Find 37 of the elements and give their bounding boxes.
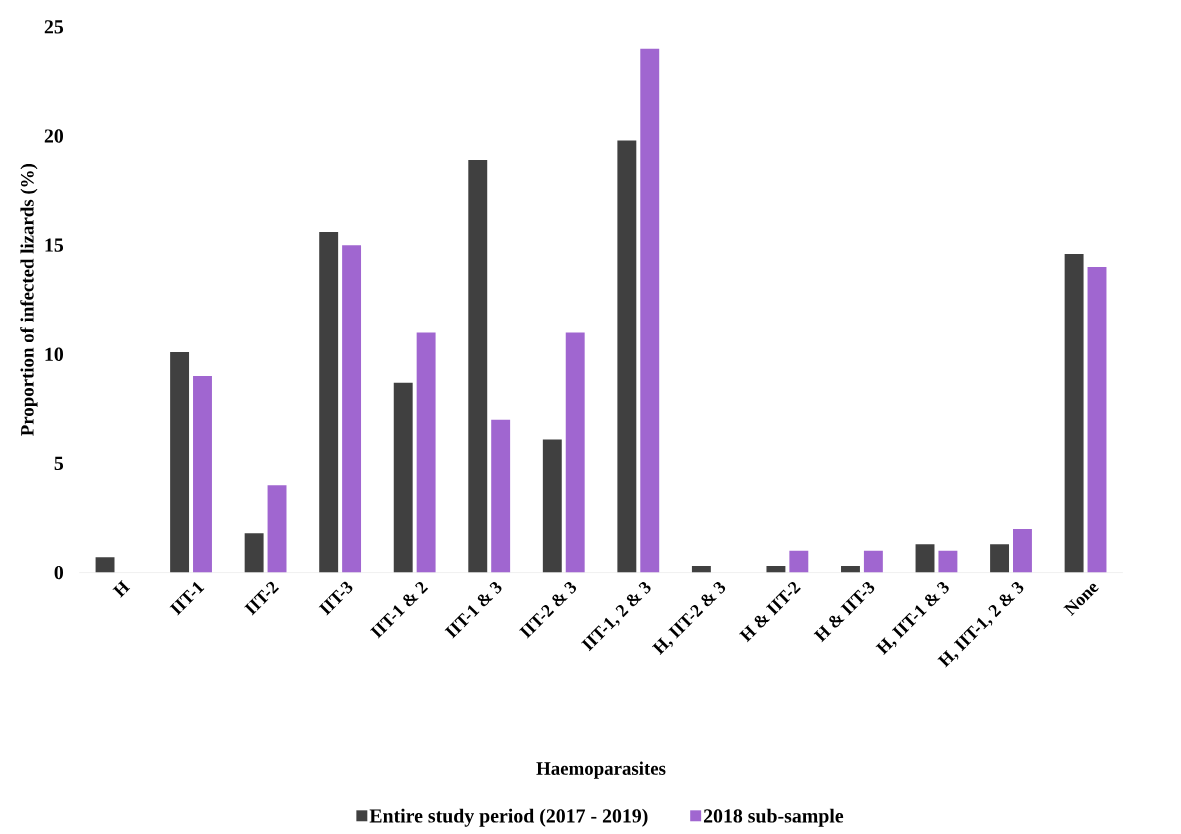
bar	[766, 565, 786, 573]
bar	[1064, 253, 1084, 573]
bar	[491, 419, 511, 573]
bar	[1013, 528, 1032, 573]
bar	[319, 231, 339, 573]
bar	[915, 543, 935, 573]
bar	[95, 557, 115, 573]
bar	[393, 382, 413, 573]
y-tick-label: 10	[45, 347, 64, 361]
bar	[640, 48, 660, 573]
bar	[841, 565, 860, 573]
bar	[193, 375, 212, 573]
bar	[990, 543, 1010, 573]
legend-label: 2018 sub-sample	[703, 808, 844, 827]
x-tick-label: H	[112, 579, 131, 598]
bar	[691, 565, 711, 573]
y-tick-label: 0	[54, 565, 64, 580]
bar	[416, 332, 436, 573]
bar	[617, 140, 637, 573]
y-tick-label: 25	[44, 19, 64, 34]
bar	[863, 550, 883, 573]
y-tick-label: 5	[54, 456, 64, 470]
bar	[938, 550, 958, 573]
y-tick-label: 15	[45, 238, 64, 252]
bar	[267, 485, 287, 573]
bar	[244, 533, 264, 573]
y-tick-label: 20	[44, 129, 64, 143]
bar	[565, 332, 585, 573]
bar	[1087, 266, 1107, 573]
bar	[789, 550, 809, 573]
y-axis-title: Proportion of infected lizards (%)	[20, 163, 38, 436]
x-axis-title: Haemoparasites	[536, 761, 666, 779]
bar	[542, 439, 562, 573]
bar	[342, 244, 362, 573]
bar	[170, 351, 190, 573]
legend-label: Entire study period (2017 - 2019)	[369, 808, 648, 827]
bar	[468, 159, 488, 573]
